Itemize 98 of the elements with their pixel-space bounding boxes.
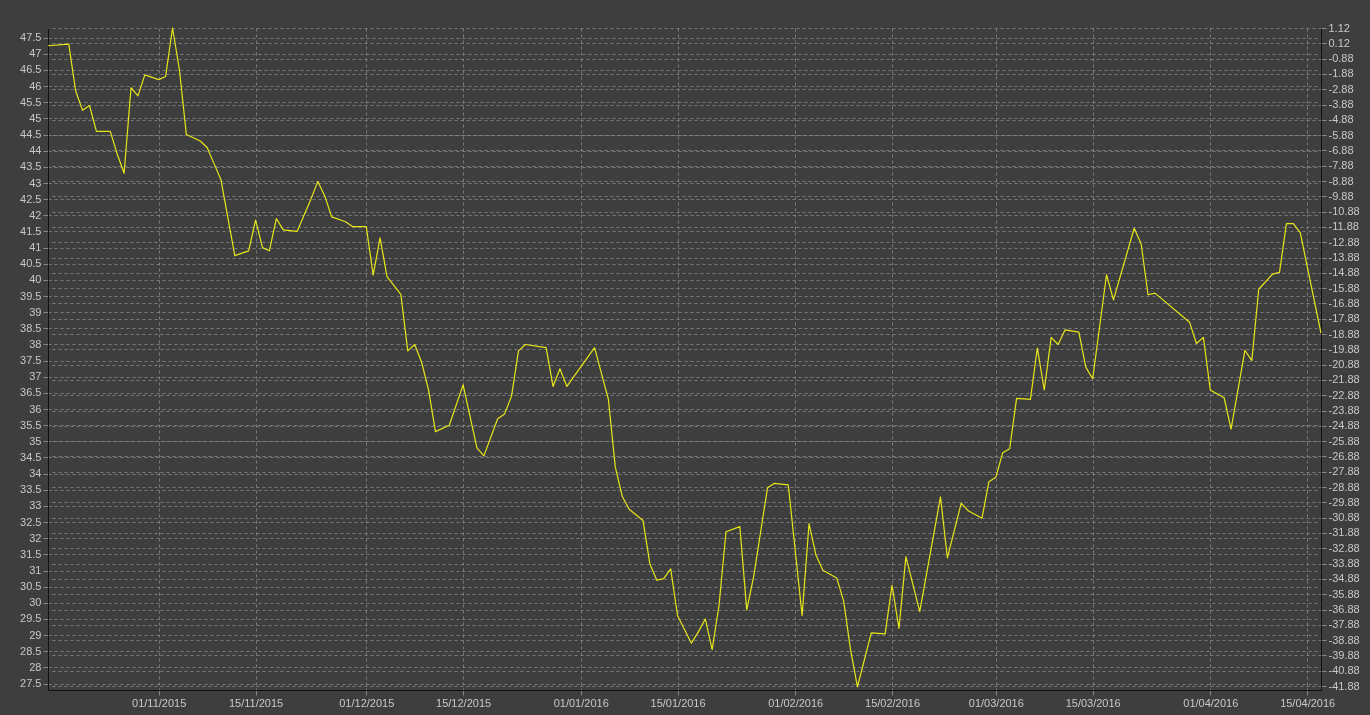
y-tick-label: 28.5 [20, 644, 42, 657]
y-tick-label: 45 [29, 111, 42, 124]
y2-tick-label: -11.88 [1328, 220, 1359, 233]
y2-tick-label: -8.88 [1328, 174, 1354, 187]
y2-tick-label: -41.88 [1328, 679, 1360, 692]
y2-tick-label: -25.88 [1328, 434, 1360, 447]
y-tick-label: 32 [29, 531, 42, 544]
y2-tick-label: -3.88 [1328, 98, 1354, 111]
y-tick-label: 43 [29, 176, 42, 189]
y2-tick-label: -10.88 [1328, 205, 1360, 218]
y-tick-label: 34 [29, 467, 42, 480]
y-tick-label: 34.5 [20, 450, 42, 463]
y2-tick-label: -24.88 [1328, 419, 1360, 432]
y-tick-label: 45.5 [20, 95, 42, 108]
y-tick-label: 27.5 [20, 677, 42, 690]
y-tick-label: 33 [29, 499, 42, 512]
y2-tick-label: -35.88 [1328, 587, 1360, 600]
y2-tick-label: -2.88 [1328, 82, 1354, 95]
y-tick-label: 42.5 [20, 192, 42, 205]
x-tick-label: 15/02/2016 [865, 696, 921, 709]
y-tick-label: 40 [29, 273, 42, 286]
y2-tick-label: -13.88 [1328, 251, 1360, 264]
y-tick-label: 47.5 [20, 31, 42, 44]
x-tick-label: 01/02/2016 [768, 696, 824, 709]
y2-tick-label: -0.88 [1328, 52, 1354, 65]
y-tick-label: 35.5 [20, 418, 42, 431]
y-tick-label: 31 [29, 564, 42, 577]
y2-tick-label: -17.88 [1328, 312, 1360, 325]
x-tick-label: 15/01/2016 [650, 696, 706, 709]
y-tick-label: 30.5 [20, 580, 42, 593]
y-tick-label: 31.5 [20, 547, 42, 560]
y-tick-label: 46 [29, 79, 42, 92]
y-tick-label: 38 [29, 337, 42, 350]
y-tick-label: 30 [29, 596, 42, 609]
y-tick-label: 37 [29, 370, 42, 383]
y-tick-label: 35 [29, 434, 42, 447]
y2-tick-label: -27.88 [1328, 465, 1360, 478]
y2-tick-label: -21.88 [1328, 373, 1360, 386]
y2-tick-label: -6.88 [1328, 143, 1354, 156]
y2-tick-label: -23.88 [1328, 404, 1360, 417]
x-tick-label: 01/03/2016 [968, 696, 1024, 709]
y2-tick-label: -33.88 [1328, 557, 1360, 570]
y2-tick-label: 0.12 [1328, 36, 1350, 49]
y2-tick-label: -5.88 [1328, 128, 1354, 141]
y-tick-label: 41.5 [20, 224, 42, 237]
y2-tick-label: -16.88 [1328, 296, 1360, 309]
y2-tick-label: -19.88 [1328, 342, 1360, 355]
y2-tick-label: -20.88 [1328, 358, 1360, 371]
y2-tick-label: -40.88 [1328, 664, 1360, 677]
y2-tick-label: -15.88 [1328, 281, 1360, 294]
y-tick-label: 44.5 [20, 128, 42, 141]
y-tick-label: 39 [29, 305, 42, 318]
y-tick-label: 40.5 [20, 257, 42, 270]
x-tick-label: 15/11/2015 [228, 696, 284, 709]
y2-tick-label: -36.88 [1328, 603, 1360, 616]
x-tick-label: 01/04/2016 [1183, 696, 1239, 709]
y-tick-label: 29.5 [20, 612, 42, 625]
y2-tick-label: -1.88 [1328, 67, 1354, 80]
y-tick-label: 44 [29, 144, 42, 157]
x-tick-label: 15/12/2015 [436, 696, 492, 709]
y-tick-label: 36 [29, 402, 42, 415]
y2-tick-label: -32.88 [1328, 541, 1360, 554]
y2-tick-label: -18.88 [1328, 327, 1360, 340]
y2-tick-label: -12.88 [1328, 235, 1360, 248]
y-tick-label: 29 [29, 628, 42, 641]
y-tick-label: 41 [29, 241, 42, 254]
line-series [47, 27, 1322, 688]
y-tick-label: 46.5 [20, 63, 42, 76]
y2-tick-label: -30.88 [1328, 511, 1360, 524]
y-tick-label: 42 [29, 208, 42, 221]
y2-tick-label: -26.88 [1328, 449, 1360, 462]
y2-tick-label: -9.88 [1328, 189, 1354, 202]
y-tick-label: 37.5 [20, 354, 42, 367]
y2-tick-label: -4.88 [1328, 113, 1354, 126]
y2-tick-label: -38.88 [1328, 633, 1360, 646]
y2-tick-label: -7.88 [1328, 159, 1354, 172]
x-tick-label: 01/12/2015 [339, 696, 395, 709]
x-tick-label: 01/11/2015 [132, 696, 187, 709]
x-tick-label: 15/04/2016 [1280, 696, 1336, 709]
y2-tick-label: -39.88 [1328, 648, 1360, 661]
y-tick-label: 36.5 [20, 386, 42, 399]
y-tick-label: 47 [29, 47, 42, 60]
y2-tick-label: -22.88 [1328, 388, 1360, 401]
x-tick-label: 15/03/2016 [1065, 696, 1121, 709]
y2-tick-label: 1.12 [1328, 21, 1350, 34]
y2-tick-label: -14.88 [1328, 266, 1360, 279]
y-tick-label: 33.5 [20, 483, 42, 496]
y2-tick-label: -34.88 [1328, 572, 1360, 585]
y-tick-label: 39.5 [20, 289, 42, 302]
y-tick-label: 43.5 [20, 160, 42, 173]
y-tick-label: 28 [29, 660, 42, 673]
y-tick-label: 38.5 [20, 321, 42, 334]
y2-tick-label: -29.88 [1328, 495, 1360, 508]
y2-tick-label: -31.88 [1328, 526, 1360, 539]
y-tick-label: 32.5 [20, 515, 42, 528]
y2-tick-label: -28.88 [1328, 480, 1360, 493]
y2-tick-label: -37.88 [1328, 618, 1360, 631]
x-tick-label: 01/01/2016 [553, 696, 609, 709]
